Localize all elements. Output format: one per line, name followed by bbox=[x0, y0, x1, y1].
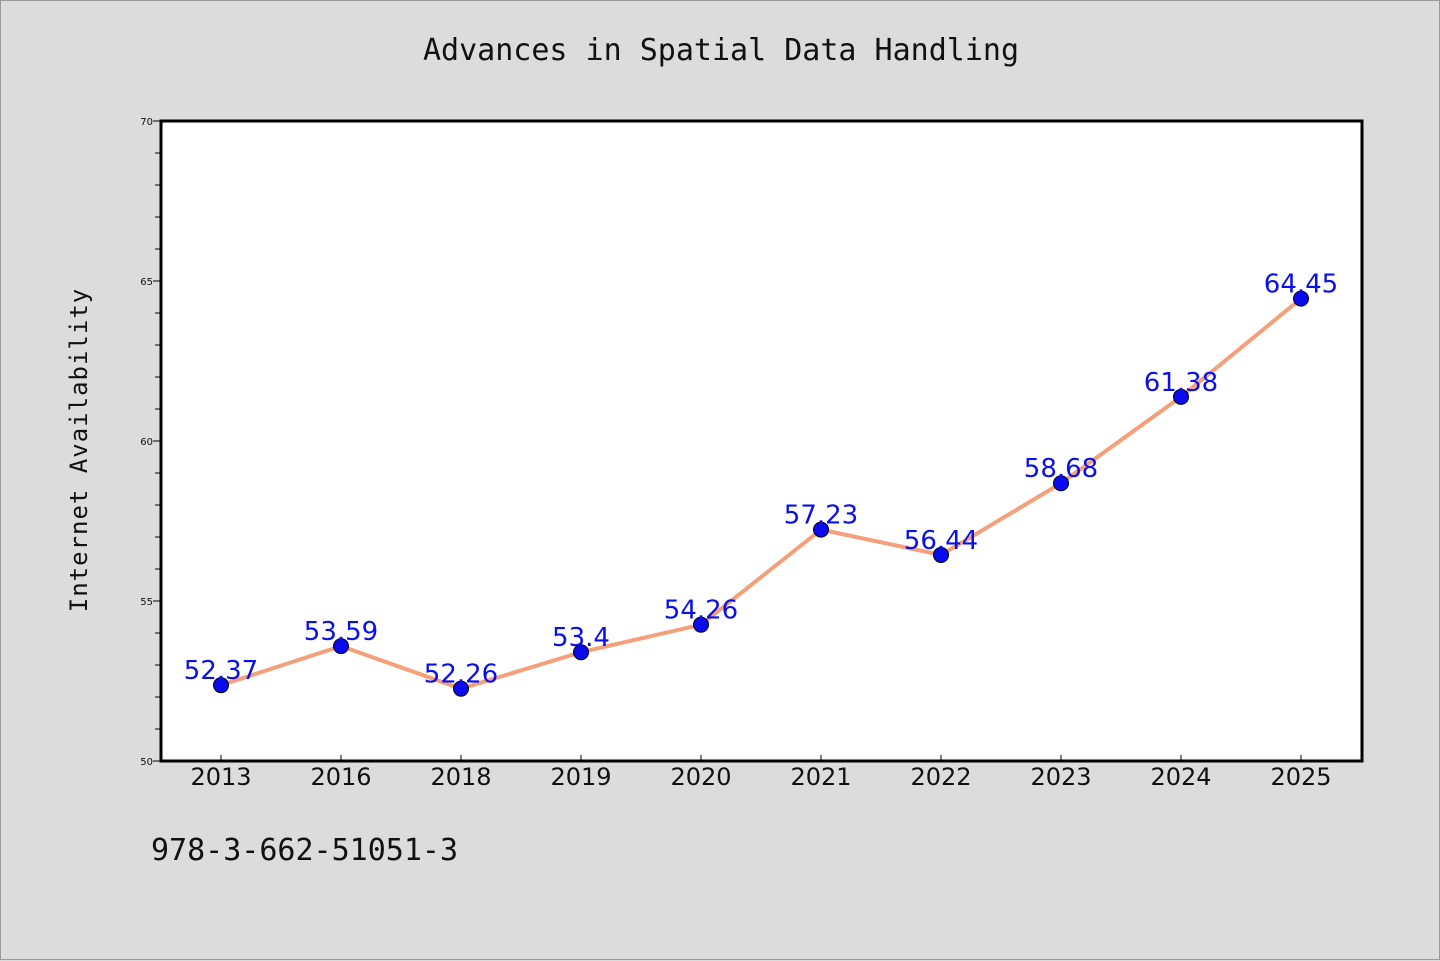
data-point bbox=[333, 638, 349, 655]
data-label: 56.44 bbox=[904, 526, 978, 556]
data-point bbox=[573, 644, 589, 661]
x-tick-label: 2024 bbox=[1150, 763, 1211, 791]
x-tick-label: 2025 bbox=[1270, 763, 1331, 791]
y-tick-label: 55 bbox=[140, 597, 153, 608]
data-label: 54.26 bbox=[664, 596, 738, 626]
data-label: 64.45 bbox=[1264, 270, 1338, 300]
plot-area bbox=[159, 119, 1364, 763]
data-label: 53.4 bbox=[552, 623, 610, 653]
chart-title: Advances in Spatial Data Handling bbox=[422, 33, 1020, 68]
x-tick-label: 2019 bbox=[550, 763, 611, 791]
y-tick-label: 60 bbox=[140, 437, 153, 448]
data-point bbox=[933, 546, 949, 563]
data-point bbox=[1053, 475, 1069, 492]
data-point bbox=[213, 677, 229, 694]
y-tick-label: 50 bbox=[140, 757, 153, 768]
y-tick-label: 65 bbox=[140, 277, 153, 288]
x-tick-label: 2016 bbox=[310, 763, 371, 791]
series-line bbox=[220, 297, 1303, 691]
x-tick-label: 2022 bbox=[910, 763, 971, 791]
y-axis-ticks: 50 55 60 65 70 bbox=[140, 117, 161, 768]
data-point bbox=[693, 616, 709, 633]
data-point bbox=[1173, 388, 1189, 405]
y-axis-label: Internet Availability bbox=[65, 288, 93, 612]
isbn-text: 978-3-662-51051-3 bbox=[151, 833, 459, 868]
x-axis-ticks: 2013 2016 2018 2019 2020 2021 2022 2023 2024 2025 bbox=[190, 755, 1332, 791]
y-tick-label: 70 bbox=[140, 117, 153, 128]
data-label: 52.37 bbox=[184, 656, 258, 686]
data-label: 52.26 bbox=[424, 660, 498, 690]
data-label: 53.59 bbox=[304, 617, 378, 647]
data-point bbox=[813, 521, 829, 538]
x-tick-label: 2021 bbox=[790, 763, 851, 791]
x-tick-label: 2013 bbox=[190, 763, 251, 791]
x-tick-label: 2018 bbox=[430, 763, 491, 791]
data-label: 57.23 bbox=[784, 501, 858, 531]
x-tick-label: 2023 bbox=[1030, 763, 1091, 791]
data-point bbox=[1293, 290, 1309, 307]
data-labels-group: 52.37 53.59 52.26 53.4 54.26 57.23 56.44 58.68 6… bbox=[184, 270, 1338, 690]
x-tick-label: 2020 bbox=[670, 763, 731, 791]
data-label: 61.38 bbox=[1144, 368, 1218, 398]
data-label: 58.68 bbox=[1024, 454, 1098, 484]
data-point bbox=[453, 680, 469, 697]
series-group bbox=[213, 290, 1309, 697]
